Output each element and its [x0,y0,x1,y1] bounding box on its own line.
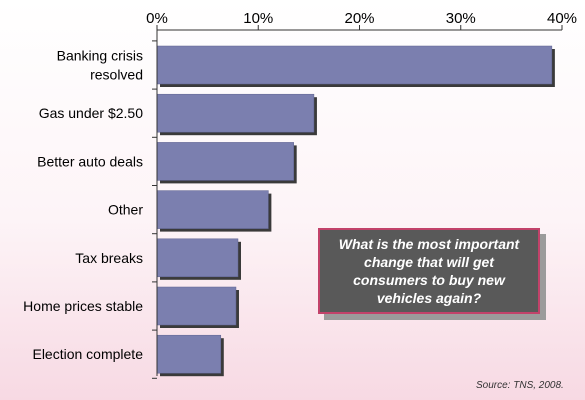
bar [156,45,553,85]
category-label: Banking crisis resolved [57,48,143,83]
bar [156,93,315,133]
category-labels: Banking crisis resolved Gas under $2.50 Bet… [23,48,143,363]
question-callout: What is the most important change that w… [318,228,540,314]
bar [156,238,239,278]
x-tick-label: 30% [446,10,476,27]
bar [156,286,237,326]
bars-group [156,45,555,377]
x-axis: 0% 10% 20% 30% 40% [146,10,577,379]
category-label: Home prices stable [23,298,143,314]
bar [156,334,222,374]
question-text: What is the most important change that w… [338,236,520,306]
category-label: Election complete [32,346,143,362]
category-label: Other [108,202,143,218]
category-label: Tax breaks [75,250,143,266]
category-label: Better auto deals [37,153,143,169]
source-note: Source: TNS, 2008. [476,380,564,391]
x-tick-label: 0% [146,10,168,27]
x-tick-label: 10% [243,10,273,27]
category-label: Gas under $2.50 [39,105,144,121]
x-tick-label: 40% [547,10,577,27]
x-tick-label: 20% [344,10,374,27]
bar [156,142,294,181]
bar [156,190,269,229]
